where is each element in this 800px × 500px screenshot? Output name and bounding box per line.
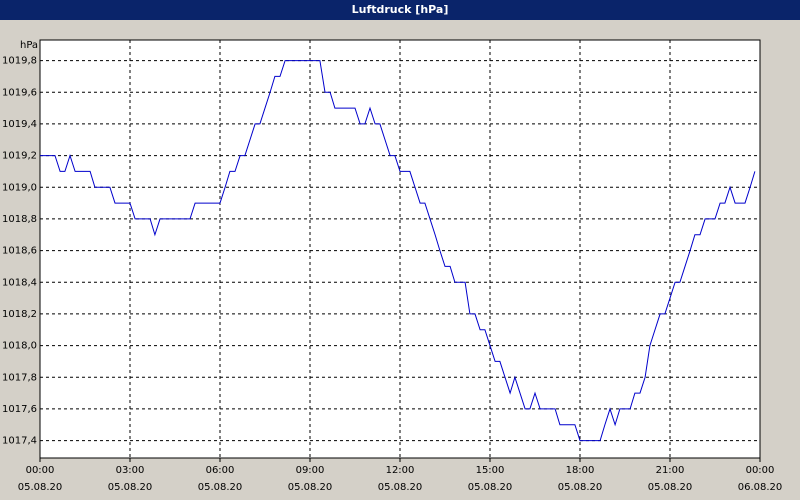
y-tick-label: 1017,8 bbox=[2, 372, 37, 383]
x-tick-label: 06:00 05.08.20 bbox=[197, 465, 243, 493]
y-tick-label: 1017,4 bbox=[2, 436, 37, 447]
x-tick-label: 09:00 05.08.20 bbox=[287, 465, 333, 493]
x-tick-label: 00:00 05.08.20 bbox=[17, 465, 63, 493]
x-tick-label: 18:00 05.08.20 bbox=[557, 465, 603, 493]
y-tick-label: 1019,4 bbox=[2, 119, 37, 130]
data-line bbox=[40, 60, 756, 442]
y-tick-label: 1018,6 bbox=[2, 246, 37, 257]
x-tick-label: 12:00 05.08.20 bbox=[377, 465, 423, 493]
y-unit: hPa bbox=[20, 40, 38, 51]
y-tick-label: 1018,4 bbox=[2, 277, 37, 288]
y-tick-label: 1018,8 bbox=[2, 214, 37, 225]
y-tick-label: 1019,0 bbox=[2, 182, 37, 193]
x-tick-label: 03:00 05.08.20 bbox=[107, 465, 153, 493]
chart-title: Luftdruck [hPa] bbox=[0, 0, 800, 20]
y-tick-label: 1019,8 bbox=[2, 56, 37, 67]
x-tick-label: 15:00 05.08.20 bbox=[467, 465, 513, 493]
x-tick-label: 00:00 06.08.20 bbox=[737, 465, 783, 493]
y-tick-label: 1018,2 bbox=[2, 309, 37, 320]
y-tick-label: 1019,6 bbox=[2, 87, 37, 98]
y-tick-label: 1018,0 bbox=[2, 341, 37, 352]
y-tick-label: 1019,2 bbox=[2, 151, 37, 162]
y-tick-label: 1017,6 bbox=[2, 404, 37, 415]
x-tick-label: 21:00 05.08.20 bbox=[647, 465, 693, 493]
